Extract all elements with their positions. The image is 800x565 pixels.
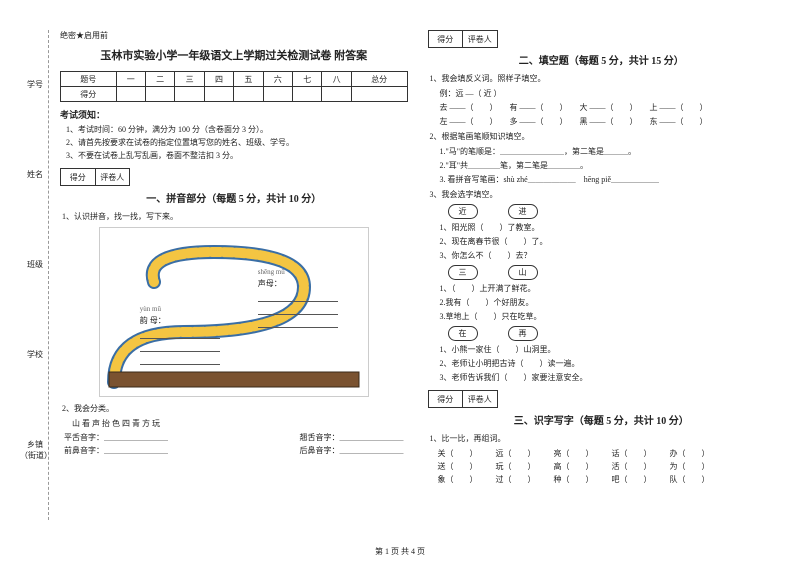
- oval-char: 在: [448, 326, 478, 341]
- vlabel: 学校: [27, 349, 43, 360]
- q2-1-line1: 去 ——（ ） 有 ——（ ） 大 ——（ ） 上 ——（ ）: [440, 102, 776, 114]
- q2-2b: 2."耳"共＿＿＿＿笔，第二笔是＿＿＿＿。: [440, 160, 776, 172]
- word-row: 关（ ） 远（ ） 亮（ ） 话（ ） 办（ ）: [438, 448, 776, 459]
- rule-item: 2、请首先按要求在试卷的指定位置填写您的姓名、班级、学号。: [66, 137, 408, 148]
- exam-rules: 考试须知： 1、考试时间：60 分钟，满分为 100 分（含卷面分 3 分）。 …: [60, 108, 408, 162]
- th: 二: [145, 72, 174, 87]
- oval-char: 山: [508, 265, 538, 280]
- oval-char: 再: [508, 326, 538, 341]
- vlabel: 学号: [27, 79, 43, 90]
- yunmu-lines: yùn mǔ 韵 母：: [140, 305, 220, 368]
- q2-1-line2: 左 ——（ ） 多 ——（ ） 黑 ——（ ） 东 ——（ ）: [440, 116, 776, 128]
- q2-3b: 2、现在离春节很（ ）了。: [440, 236, 776, 248]
- confidential-mark: 绝密★启用前: [60, 30, 408, 41]
- score-mini-box: 得分 评卷人: [428, 30, 498, 48]
- q2-3d: 1、（ ）上开满了鲜花。: [440, 283, 776, 295]
- ym-label: 韵 母：: [140, 315, 220, 326]
- page-footer: 第 1 页 共 4 页: [0, 546, 800, 557]
- right-column: 得分 评卷人 二、填空题（每题 5 分，共计 15 分） 1、我会填反义词。照样…: [428, 30, 776, 487]
- vertical-labels: 学号 姓名 班级 学校 乡镇（街道）: [20, 40, 50, 500]
- q2-3h: 2、老师让小明把古诗（ ）读一遍。: [440, 358, 776, 370]
- section-3-title: 三、识字写字（每题 5 分，共计 10 分）: [428, 412, 776, 427]
- th: 四: [204, 72, 233, 87]
- q2-3g: 1、小熊一家住（ ）山洞里。: [440, 344, 776, 356]
- grader-cell: 评卷人: [96, 169, 130, 185]
- th: 总分: [351, 72, 407, 87]
- word-row: 送（ ） 玩（ ） 高（ ） 活（ ） 为（ ）: [438, 461, 776, 472]
- vlabel: 乡镇（街道）: [20, 439, 50, 461]
- sm-label: 声母：: [258, 278, 338, 289]
- q2-1: 1、我会填反义词。照样子填空。: [430, 73, 776, 85]
- score-cell: 得分: [429, 31, 464, 47]
- grader-cell: 评卷人: [463, 391, 497, 407]
- q2-1-eg: 例：远 —（ 近 ）: [440, 88, 776, 100]
- q1-2: 2、我会分类。: [62, 403, 408, 415]
- score-mini-box: 得分 评卷人: [60, 168, 130, 186]
- oval-row-2: 三 山: [448, 265, 776, 280]
- vlabel: 班级: [27, 259, 43, 270]
- oval-row-1: 近 进: [448, 204, 776, 219]
- q2-3e: 2.我有（ ）个好朋友。: [440, 297, 776, 309]
- score-table: 题号 一 二 三 四 五 六 七 八 总分 得分: [60, 71, 408, 102]
- flat-tone: 平舌音字：: [64, 433, 104, 442]
- left-column: 绝密★启用前 玉林市实验小学一年级语文上学期过关检测试卷 附答案 题号 一 二 …: [60, 30, 408, 487]
- q3-1: 1、比一比，再组词。: [430, 433, 776, 445]
- pinyin-snake-image: shēng mǔ 声母： yùn mǔ 韵 母：: [99, 227, 369, 397]
- q2-2: 2、根据笔画笔顺知识填空。: [430, 131, 776, 143]
- oval-char: 三: [448, 265, 478, 280]
- th: 八: [322, 72, 351, 87]
- binding-dashline: [48, 30, 49, 520]
- q2-3c: 3、你怎么不（ ）去？: [440, 250, 776, 262]
- score-cell: 得分: [429, 391, 464, 407]
- th: 一: [116, 72, 145, 87]
- front-nasal: 前鼻音字：: [64, 446, 104, 455]
- row-label: 得分: [61, 87, 117, 102]
- section-2-title: 二、填空题（每题 5 分，共计 15 分）: [428, 52, 776, 67]
- rules-title: 考试须知：: [60, 108, 408, 121]
- rule-item: 3、不要在试卷上乱写乱画，卷面不整洁扣 3 分。: [66, 150, 408, 161]
- word-row: 象（ ） 过（ ） 种（ ） 吧（ ） 队（ ）: [438, 474, 776, 485]
- th: 五: [234, 72, 263, 87]
- th: 六: [263, 72, 292, 87]
- q2-3f: 3.草地上（ ）只在吃草。: [440, 311, 776, 323]
- rule-item: 1、考试时间：60 分钟，满分为 100 分（含卷面分 3 分）。: [66, 124, 408, 135]
- shengmu-lines: shēng mǔ 声母：: [258, 268, 338, 331]
- score-cell: 得分: [61, 169, 96, 185]
- oval-char: 进: [508, 204, 538, 219]
- back-nasal: 后鼻音字：: [300, 446, 340, 455]
- q1-1: 1、认识拼音，找一找，写下来。: [62, 211, 408, 223]
- q1-2-text: 山 看 声 抬 色 四 青 方 玩: [72, 418, 408, 430]
- q2-3a: 1、阳光照（ ）了教室。: [440, 222, 776, 234]
- oval-row-3: 在 再: [448, 326, 776, 341]
- q2-2c: 3. 看拼音写笔画：shù zhé＿＿＿＿＿＿ hēng piě＿＿＿＿＿＿: [440, 174, 776, 186]
- section-1-title: 一、拼音部分（每题 5 分，共计 10 分）: [60, 190, 408, 205]
- vlabel: 姓名: [27, 169, 43, 180]
- oval-char: 近: [448, 204, 478, 219]
- score-mini-box: 得分 评卷人: [428, 390, 498, 408]
- retroflex: 翘舌音字：: [300, 433, 340, 442]
- th: 题号: [61, 72, 117, 87]
- grader-cell: 评卷人: [463, 31, 497, 47]
- q2-3i: 3、老师告诉我们（ ）家要注意安全。: [440, 372, 776, 384]
- th: 七: [293, 72, 322, 87]
- th: 三: [175, 72, 204, 87]
- exam-title: 玉林市实验小学一年级语文上学期过关检测试卷 附答案: [60, 47, 408, 63]
- q2-2a: 1."马"的笔顺是：＿＿＿＿＿＿＿＿，第二笔是＿＿＿。: [440, 146, 776, 158]
- q2-3: 3、我会选字填空。: [430, 189, 776, 201]
